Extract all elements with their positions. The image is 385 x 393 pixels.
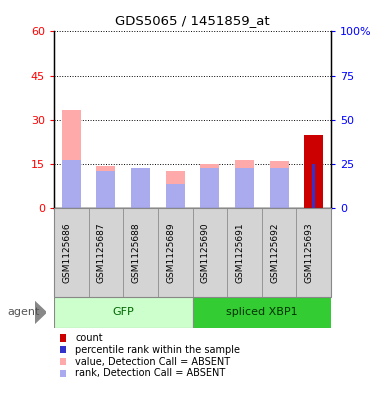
Text: rank, Detection Call = ABSENT: rank, Detection Call = ABSENT: [75, 368, 225, 378]
Bar: [192, 208, 227, 297]
Bar: [131, 169, 150, 208]
Text: count: count: [75, 333, 103, 343]
Bar: [304, 134, 323, 208]
Text: GSM1125693: GSM1125693: [305, 222, 314, 283]
Bar: [96, 171, 116, 208]
Bar: [235, 169, 254, 208]
Bar: [89, 208, 123, 297]
Bar: [131, 169, 150, 208]
Bar: [270, 161, 289, 208]
Bar: [296, 208, 331, 297]
Text: GSM1125689: GSM1125689: [166, 222, 175, 283]
Bar: [54, 208, 89, 297]
Bar: [123, 208, 158, 297]
Bar: [312, 164, 315, 208]
Bar: [158, 208, 192, 297]
Text: GSM1125690: GSM1125690: [201, 222, 210, 283]
Text: GSM1125692: GSM1125692: [270, 222, 279, 283]
Text: spliced XBP1: spliced XBP1: [226, 307, 298, 318]
Text: agent: agent: [8, 307, 40, 318]
Bar: [54, 208, 331, 297]
Text: GSM1125687: GSM1125687: [97, 222, 106, 283]
Bar: [270, 169, 289, 208]
Bar: [262, 208, 296, 297]
Text: GSM1125688: GSM1125688: [132, 222, 141, 283]
Bar: [62, 160, 81, 208]
Bar: [62, 110, 81, 208]
Bar: [227, 208, 262, 297]
Text: percentile rank within the sample: percentile rank within the sample: [75, 345, 240, 355]
Text: value, Detection Call = ABSENT: value, Detection Call = ABSENT: [75, 356, 230, 367]
Bar: [166, 184, 185, 208]
Bar: [96, 165, 116, 208]
Bar: [166, 171, 185, 208]
Bar: [235, 160, 254, 208]
Bar: [200, 169, 219, 208]
Text: GFP: GFP: [112, 307, 134, 318]
Bar: [54, 297, 192, 328]
Text: GSM1125686: GSM1125686: [62, 222, 71, 283]
Polygon shape: [35, 301, 46, 323]
Text: GDS5065 / 1451859_at: GDS5065 / 1451859_at: [115, 14, 270, 27]
Bar: [200, 164, 219, 208]
Bar: [192, 297, 331, 328]
Text: GSM1125691: GSM1125691: [236, 222, 244, 283]
